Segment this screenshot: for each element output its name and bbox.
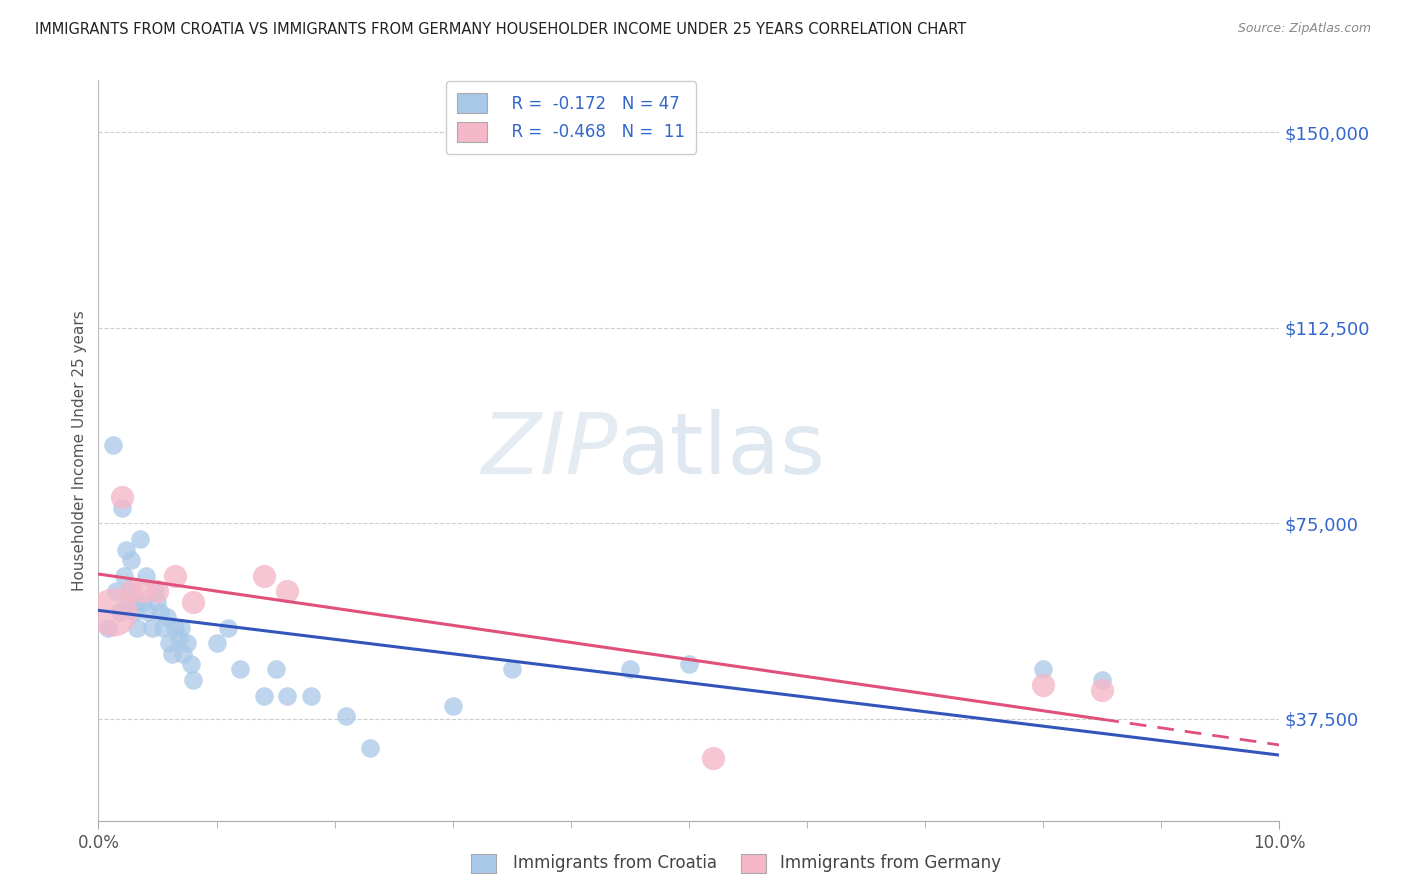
Point (136, 605, 159, 619)
Point (152, 621, 174, 635)
Point (253, 689, 276, 703)
Point (132, 584, 155, 599)
Point (114, 542, 136, 557)
Y-axis label: Householder Income Under 25 years: Householder Income Under 25 years (72, 310, 87, 591)
Point (108, 605, 131, 619)
Point (157, 636, 180, 650)
Point (441, 698, 464, 713)
Point (165, 621, 187, 635)
Text: IMMIGRANTS FROM CROATIA VS IMMIGRANTS FROM GERMANY HOUSEHOLDER INCOME UNDER 25 Y: IMMIGRANTS FROM CROATIA VS IMMIGRANTS FR… (35, 22, 966, 37)
Point (121, 553, 143, 567)
Point (181, 595, 204, 609)
Point (501, 662, 523, 676)
Point (1091, 683, 1114, 698)
Point (702, 751, 724, 765)
Point (167, 631, 190, 645)
Point (121, 584, 143, 599)
Point (128, 532, 150, 546)
Point (181, 673, 204, 687)
Point (111, 491, 134, 505)
Point (1032, 678, 1054, 692)
Point (146, 595, 169, 609)
Point (276, 584, 298, 599)
Point (678, 657, 700, 672)
Point (229, 662, 252, 676)
Point (1032, 662, 1054, 676)
Point (143, 584, 166, 599)
Point (97, 621, 120, 635)
Point (180, 657, 202, 672)
Point (141, 621, 163, 635)
Point (299, 689, 322, 703)
Point (170, 621, 193, 635)
Point (264, 662, 287, 676)
Text: atlas: atlas (619, 409, 827, 492)
Point (156, 610, 179, 624)
Point (335, 709, 357, 723)
Point (160, 647, 183, 661)
Point (120, 584, 142, 599)
Point (1091, 673, 1114, 687)
Point (127, 621, 149, 635)
Point (101, 438, 124, 452)
Point (105, 584, 128, 599)
Point (276, 689, 298, 703)
Point (132, 595, 155, 609)
Point (205, 636, 228, 650)
Point (117, 595, 139, 609)
Point (217, 621, 239, 635)
Point (135, 568, 157, 582)
Point (101, 605, 124, 619)
Point (146, 584, 169, 599)
Text: Source: ZipAtlas.com: Source: ZipAtlas.com (1237, 22, 1371, 36)
Point (619, 662, 641, 676)
Point (112, 568, 135, 582)
Text: Immigrants from Croatia: Immigrants from Croatia (513, 855, 717, 872)
Point (172, 647, 194, 661)
Point (125, 595, 148, 609)
Point (111, 500, 134, 515)
Point (122, 605, 145, 619)
Point (165, 568, 187, 582)
Text: ZIP: ZIP (482, 409, 619, 492)
Text: Immigrants from Germany: Immigrants from Germany (780, 855, 1001, 872)
Point (253, 568, 276, 582)
Point (176, 636, 198, 650)
Point (149, 605, 172, 619)
Point (359, 740, 381, 755)
Legend:   R =  -0.172   N = 47,   R =  -0.468   N =  11: R = -0.172 N = 47, R = -0.468 N = 11 (446, 81, 696, 153)
